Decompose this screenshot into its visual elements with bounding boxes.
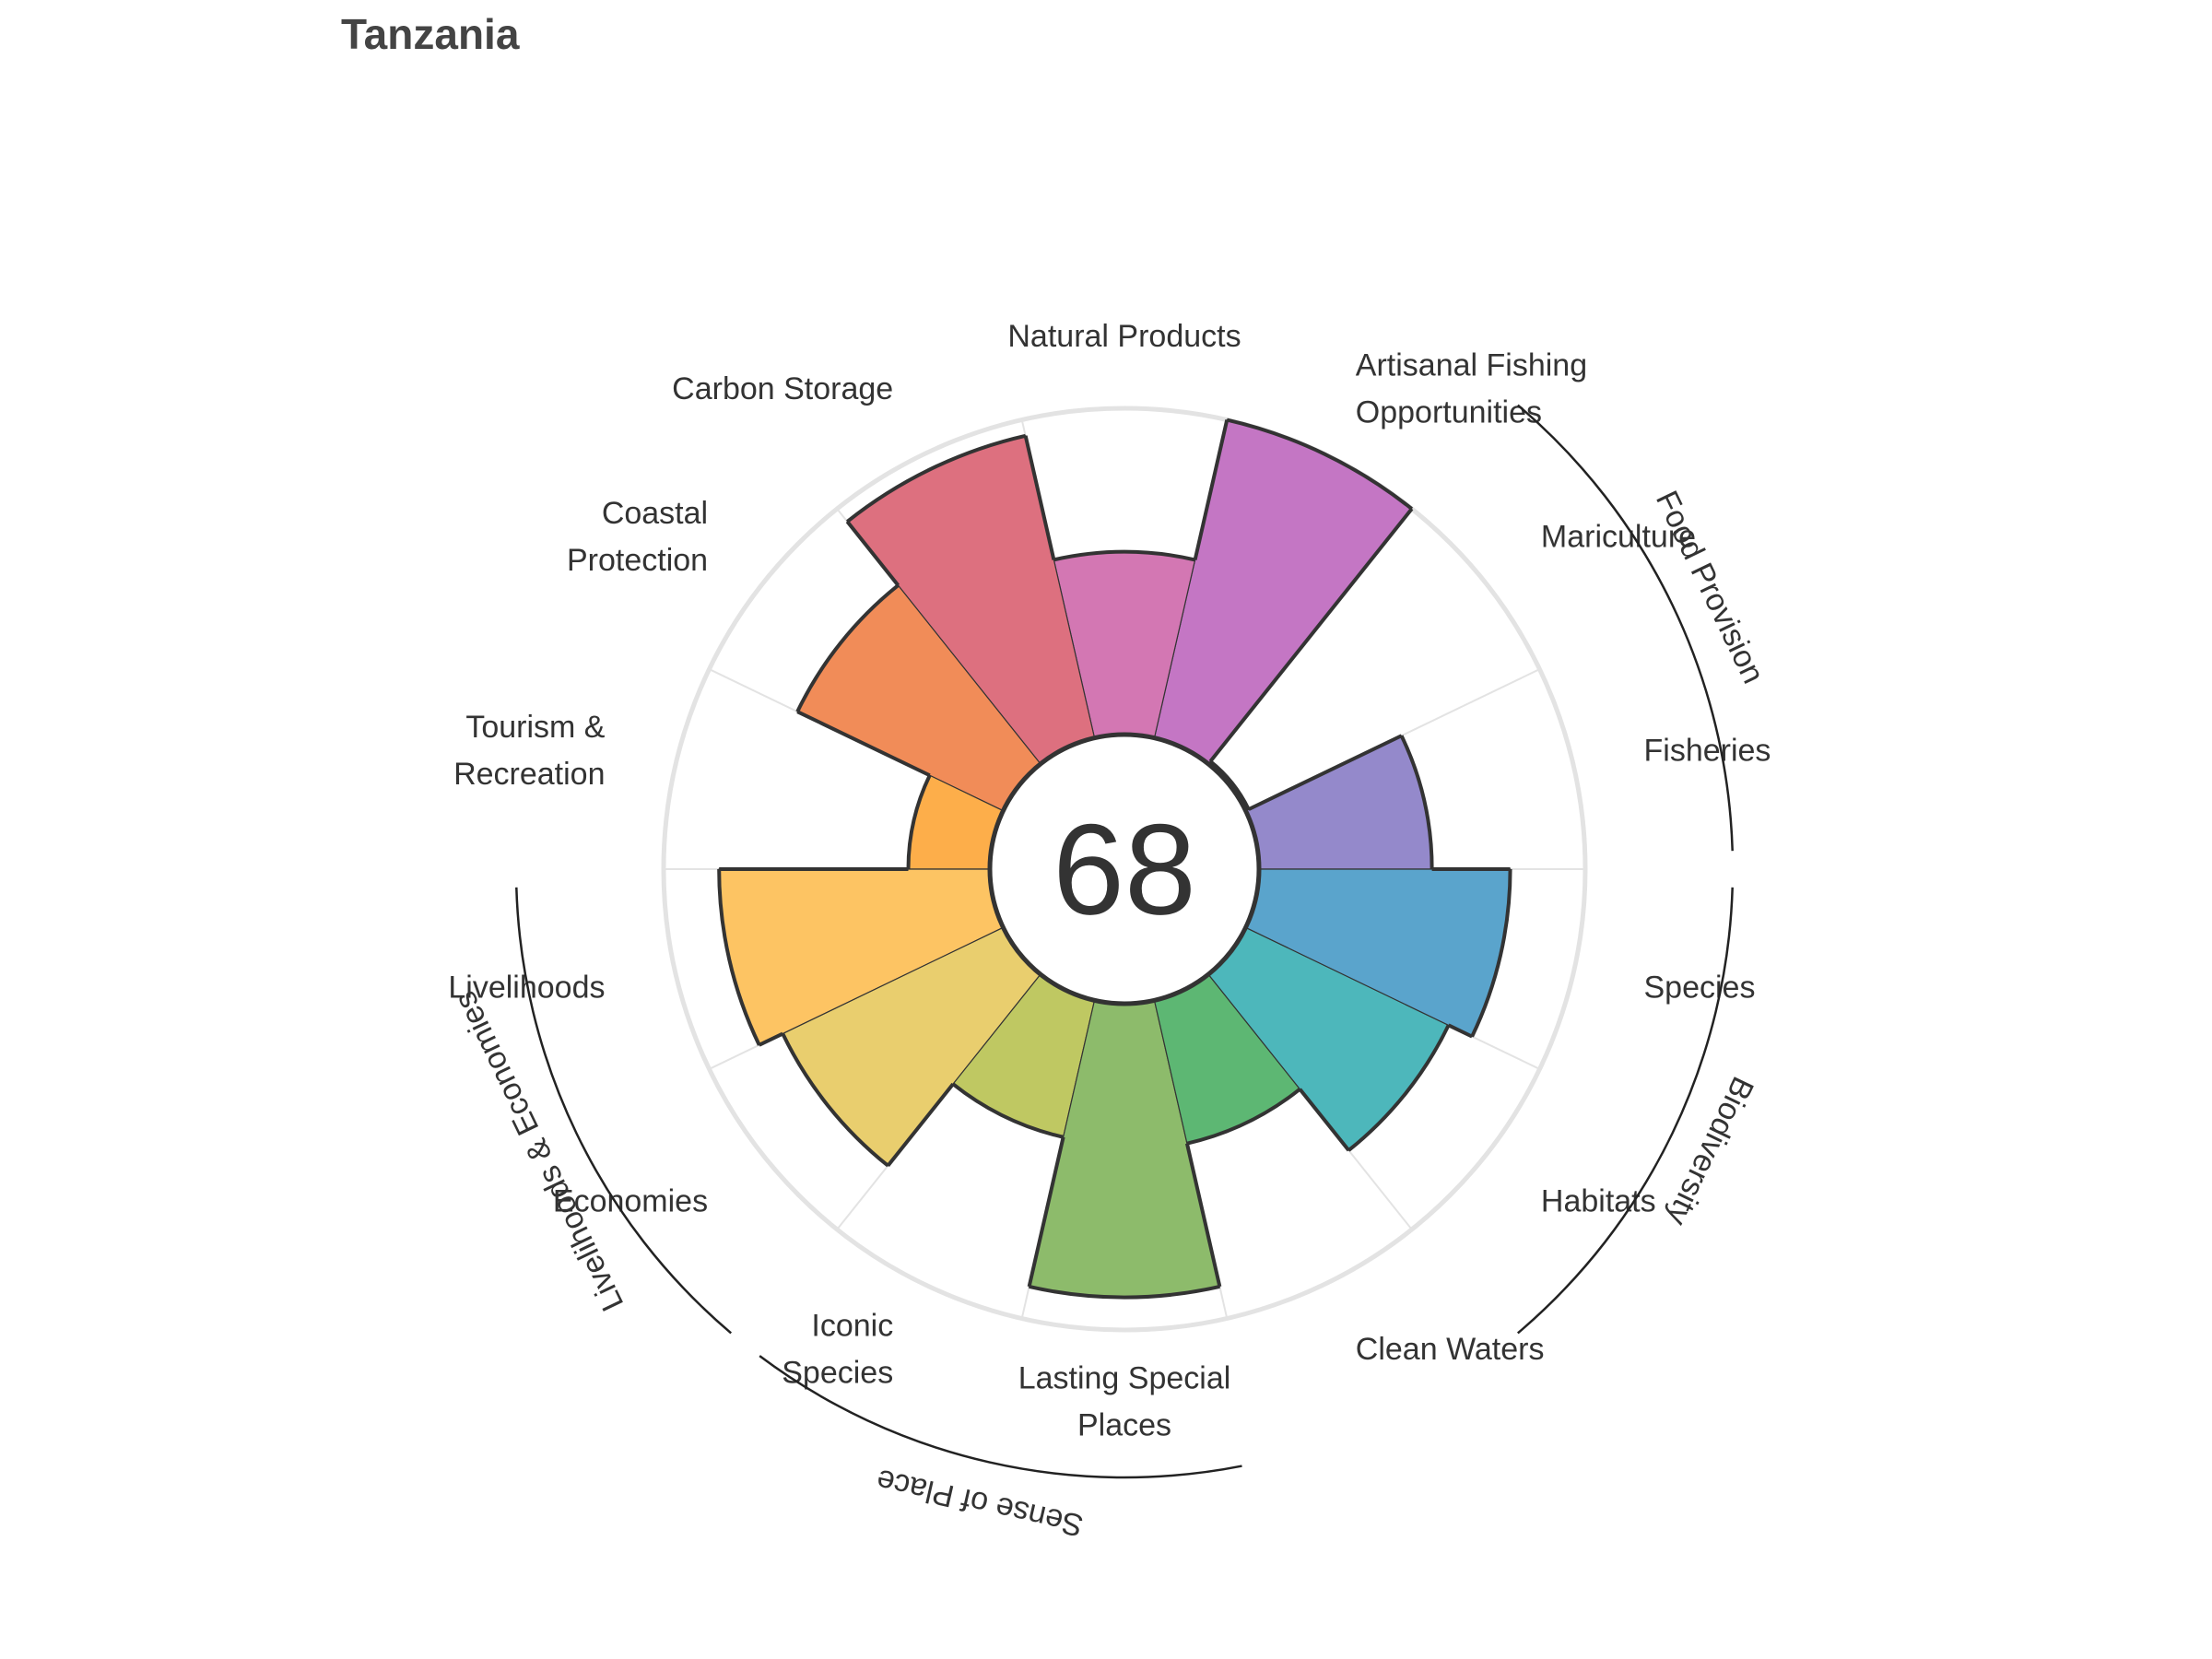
category-label-line: Carbon Storage <box>672 371 893 406</box>
category-label-line: Mariculture <box>1541 520 1696 555</box>
category-label: Fisheries <box>1644 733 1771 768</box>
petal-fisheries <box>1244 735 1433 870</box>
group-arc-biodiversity <box>1516 887 1734 1335</box>
category-label-line: Tourism & <box>465 710 605 745</box>
petal-outline <box>1470 868 1512 1038</box>
envelope-edge <box>796 710 931 778</box>
petal-outline <box>795 583 900 713</box>
petal-outline <box>1347 1024 1451 1152</box>
envelope-edge <box>1447 1023 1473 1039</box>
petal-outline <box>951 1082 1065 1139</box>
envelope-edge <box>1023 435 1056 560</box>
category-label: Carbon Storage <box>672 371 893 406</box>
chart-title: Tanzania <box>341 10 520 58</box>
category-label: Clean Waters <box>1356 1332 1545 1367</box>
group-label-biodiversity: Biodiversity <box>1659 1071 1760 1230</box>
category-label: Economies <box>553 1183 708 1218</box>
category-label: Natural Products <box>1007 319 1241 354</box>
petal-layer <box>718 418 1512 1299</box>
petal-outline <box>781 1032 889 1168</box>
petal-outline <box>1399 735 1434 870</box>
group-arc-food <box>1516 404 1734 852</box>
category-label-line: Natural Products <box>1007 319 1241 354</box>
envelope-edge <box>1193 419 1230 560</box>
category-label-line: Places <box>1077 1408 1171 1443</box>
category-label-line: Habitats <box>1541 1183 1656 1218</box>
envelope-edge <box>886 1082 955 1167</box>
envelope-edge <box>845 520 900 587</box>
label-layer: Fisheries Mariculture Artisanal Fishing Opp… <box>448 319 1771 1443</box>
envelope-edge <box>1298 1088 1350 1152</box>
category-label-line: Opportunities <box>1356 395 1542 430</box>
group-arc-sense <box>759 1355 1242 1479</box>
petal-outline <box>1053 549 1196 562</box>
envelope-edge <box>1247 734 1403 811</box>
category-label-line: Fisheries <box>1644 733 1771 768</box>
category-label: Habitats <box>1541 1183 1656 1218</box>
envelope-edge <box>1184 1143 1222 1288</box>
category-label-line: Iconic <box>811 1308 893 1343</box>
category-label: Iconic Species <box>782 1308 893 1390</box>
outline-layer <box>717 418 1512 1300</box>
envelope-edge <box>758 1031 784 1047</box>
category-label: Tourism & Recreation <box>453 710 606 792</box>
petal-outline <box>717 868 761 1046</box>
group-label-food: Food Provision <box>1649 486 1771 689</box>
petal-outline <box>846 433 1027 524</box>
category-label-line: Species <box>782 1355 893 1390</box>
category-label-line: Clean Waters <box>1356 1332 1545 1367</box>
category-label-line: Coastal <box>602 496 708 531</box>
category-label: Coastal Protection <box>567 496 708 578</box>
category-label: Lasting Special Places <box>1018 1361 1231 1443</box>
category-label-line: Lasting Special <box>1018 1361 1231 1396</box>
petal-outline <box>1226 418 1413 511</box>
petal-outline <box>906 774 932 870</box>
overall-score: 68 <box>1053 797 1196 942</box>
category-label-line: Protection <box>567 543 708 578</box>
petal-outline <box>1208 759 1251 810</box>
petal-artisanal-fishing-opportunities <box>1153 418 1413 765</box>
petal-outline <box>1186 1088 1301 1146</box>
category-label-line: Species <box>1644 971 1756 1006</box>
category-label-line: Economies <box>553 1183 708 1218</box>
category-label-line: Recreation <box>453 757 605 792</box>
petal-outline <box>1029 1285 1220 1300</box>
category-label: Mariculture <box>1541 520 1696 555</box>
category-label: Artisanal Fishing Opportunities <box>1356 348 1587 430</box>
group-arc-livelihoods <box>515 887 733 1335</box>
category-label: Species <box>1644 971 1756 1006</box>
category-label-line: Artisanal Fishing <box>1356 348 1587 383</box>
envelope-edge <box>1208 507 1414 763</box>
center-disc <box>987 732 1262 1006</box>
envelope-edge <box>1027 1136 1065 1288</box>
